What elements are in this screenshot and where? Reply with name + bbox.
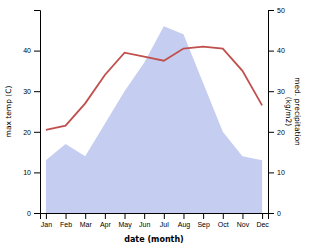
y-axis-title: max temp (C) (4, 86, 13, 138)
tick-label: Apr (100, 221, 112, 229)
tick-label: May (118, 221, 132, 229)
tick-label: 20 (23, 129, 31, 136)
tick: 10 (23, 169, 40, 176)
tick: Aug (178, 213, 191, 229)
temperature-line (46, 47, 262, 130)
tick-mark (46, 213, 47, 219)
tick-mark (242, 213, 243, 219)
tick: 30 (268, 88, 285, 95)
tick-mark (203, 213, 204, 219)
tick: 30 (23, 88, 40, 95)
tick-mark (268, 132, 274, 133)
tick-label: Aug (178, 221, 191, 229)
tick: Jun (139, 213, 150, 228)
axis-domain (41, 214, 269, 220)
tick: Oct (218, 213, 229, 228)
tick-label: Jun (139, 221, 150, 228)
chart: Jan Feb Mar Apr May Jun Jul Aug Sep Oct Nov Dec 0 10 2… (0, 0, 318, 247)
tick: Apr (100, 213, 112, 229)
tick-label: 10 (277, 169, 285, 176)
axis-domain (34, 11, 41, 214)
tick-label: Jul (160, 221, 169, 228)
plot-area: Jan Feb Mar Apr May Jun Jul Aug Sep Oct Nov Dec 0 10 2… (23, 7, 285, 229)
tick-label: Mar (80, 221, 93, 228)
tick: Dec (256, 213, 269, 228)
tick: 0 (27, 210, 40, 217)
tick: Mar (80, 213, 93, 228)
tick: 10 (268, 169, 285, 176)
tick: Feb (60, 213, 72, 228)
tick: Sep (197, 213, 210, 229)
tick-mark (268, 51, 274, 52)
marks (46, 26, 262, 213)
tick-label: 30 (23, 88, 31, 95)
tick-mark (34, 51, 40, 52)
tick-label: 0 (27, 210, 31, 217)
tick-mark (164, 213, 165, 219)
tick-label: 40 (23, 47, 31, 54)
y2-axis: 0 10 20 30 40 50 (268, 7, 285, 217)
tick: Jan (41, 213, 52, 228)
tick-mark (105, 213, 106, 219)
y2-axis-title: med. precipitation(kg/m2) (284, 77, 302, 146)
tick: May (118, 213, 132, 229)
tick-mark (183, 213, 184, 219)
tick-mark (34, 132, 40, 133)
tick: 50 (268, 7, 285, 14)
tick: 20 (23, 129, 40, 136)
tick-mark (144, 213, 145, 219)
tick-label: 50 (277, 7, 285, 14)
tick-mark (125, 213, 126, 219)
tick-mark (66, 213, 67, 219)
tick-label: 40 (277, 47, 285, 54)
tick-mark (34, 91, 40, 92)
tick-mark (34, 213, 40, 214)
tick-mark (223, 213, 224, 219)
y-axis: 0 10 20 30 40 (23, 11, 40, 217)
tick-label: Feb (60, 221, 72, 228)
tick-label: 10 (23, 169, 31, 176)
tick-label: 20 (277, 129, 285, 136)
tick-label: 30 (277, 88, 285, 95)
x-axis-title: date (month) (124, 235, 184, 244)
tick: 40 (268, 47, 285, 54)
tick-label: Dec (256, 221, 269, 228)
tick-mark (34, 172, 40, 173)
tick: Jul (160, 213, 169, 228)
tick-mark (85, 213, 86, 219)
tick-label: Jan (41, 221, 52, 228)
tick-label: Oct (218, 221, 229, 228)
tick: Nov (237, 213, 250, 228)
tick-label: Sep (197, 221, 210, 229)
y2-axis-title-line: (kg/m2) (284, 97, 293, 127)
tick-mark (268, 172, 274, 173)
tick-mark (268, 91, 274, 92)
tick: 40 (23, 47, 40, 54)
tick-mark (268, 213, 274, 214)
axis-domain (269, 11, 275, 214)
precipitation-area (46, 26, 262, 213)
x-axis: Jan Feb Mar Apr May Jun Jul Aug Sep Oct Nov Dec (41, 213, 270, 229)
tick-mark (262, 213, 263, 219)
tick: 0 (268, 210, 281, 217)
tick: 20 (268, 129, 285, 136)
tick-mark (268, 10, 274, 11)
tick-label: Nov (237, 221, 250, 228)
tick-label: 0 (277, 210, 281, 217)
